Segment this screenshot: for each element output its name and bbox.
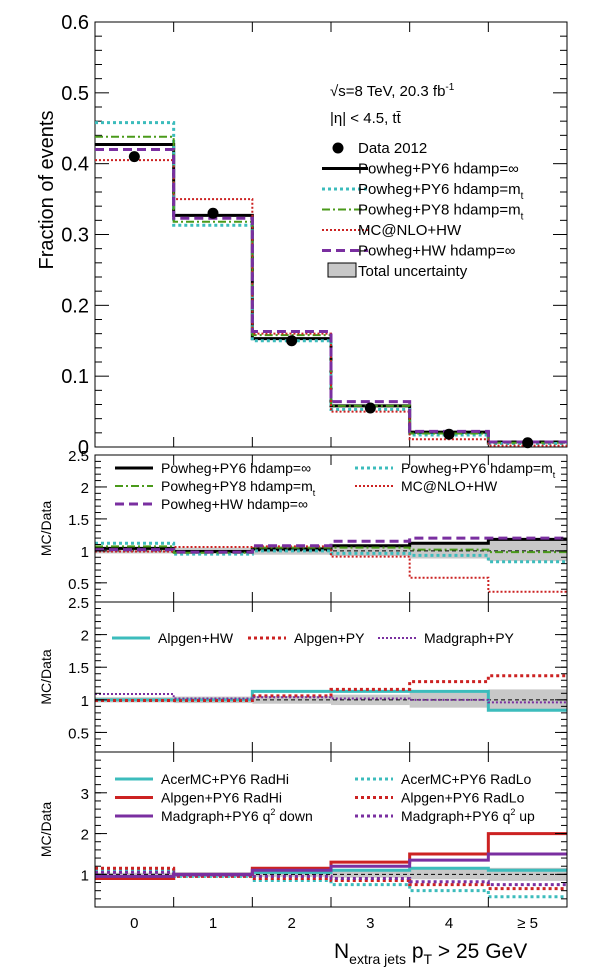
- ratio2-uncertainty-band-5: [488, 689, 567, 711]
- data-point-0: [128, 151, 140, 163]
- ratio2-legend-0-2-label: Madgraph+PY: [424, 630, 515, 646]
- legend-uncertainty-swatch: [327, 262, 357, 278]
- xtick-label-5: ≥ 5: [517, 915, 538, 932]
- ratio3-ytick-label: 2: [81, 827, 89, 844]
- ratio1-series-2-line: [95, 545, 567, 554]
- main-ytick-label: 0.4: [61, 154, 89, 176]
- data-point-4: [443, 428, 455, 440]
- main-ytick-label: 0: [78, 437, 89, 459]
- ratio1-ytick-label: 0.5: [68, 576, 89, 593]
- ratio1-series-3-line: [95, 545, 567, 593]
- main-ytick-label: 0.1: [61, 366, 89, 388]
- ratio3-legend-2-1-label: Madgraph+PY6 q2 up: [401, 807, 535, 824]
- ratio1-uncertainty-band-5: [488, 540, 567, 562]
- ratio1-ylabel: MC/Data: [38, 501, 54, 556]
- ratio2-ylabel: MC/Data: [38, 649, 54, 704]
- legend-series-3-label: MC@NLO+HW: [358, 222, 462, 239]
- ratio3-ytick-label: 3: [81, 786, 89, 803]
- ratio2-ytick-label: 2.5: [68, 595, 89, 612]
- ratio2-series-1-line: [95, 674, 567, 702]
- main-series-4-line: [95, 148, 567, 444]
- ratio1-ytick-label: 1: [81, 544, 89, 561]
- xtick-label-4: 4: [445, 915, 453, 932]
- ratio1-series-4-line: [95, 536, 567, 554]
- main-ytick-label: 0.3: [61, 225, 89, 247]
- ratio2-legend-0-0-label: Alpgen+HW: [158, 630, 234, 646]
- main-ylabel: Fraction of events: [36, 111, 58, 270]
- ratio1-legend-1-0-label: Powheg+PY8 hdamp=mt: [161, 478, 316, 498]
- main-ytick-label: 0.5: [61, 83, 89, 105]
- ratio1-legend-0-0-label: Powheg+PY6 hdamp=∞: [161, 460, 311, 476]
- ratio3-legend-0-0-label: AcerMC+PY6 RadHi: [161, 771, 289, 787]
- xtick-label-3: 3: [366, 915, 374, 932]
- legend-uncertainty-label: Total uncertainty: [358, 263, 468, 280]
- ratio1-legend-0-1-label: Powheg+PY6 hdamp=mt: [401, 460, 556, 480]
- data-point-3: [364, 402, 376, 414]
- ratio3-series-5-line: [95, 870, 567, 887]
- ratio3-legend-0-1-label: AcerMC+PY6 RadLo: [401, 771, 532, 787]
- data-point-1: [207, 207, 219, 219]
- legend-series-0-label: Powheg+PY6 hdamp=∞: [358, 161, 519, 178]
- ratio1-series-1-line: [95, 541, 567, 564]
- ratio2-legend-0-1-label: Alpgen+PY: [294, 630, 365, 646]
- ratio3-legend-1-0-label: Alpgen+PY6 RadHi: [161, 790, 282, 806]
- selection-label: |η| < 4.5, tt̄: [330, 110, 402, 127]
- ratio3-ylabel: MC/Data: [38, 802, 54, 857]
- ratio2-ytick-label: 0.5: [68, 725, 89, 742]
- ratio3-legend-2-0-label: Madgraph+PY6 q2 down: [161, 807, 313, 824]
- ratio2-ytick-label: 2: [81, 628, 89, 645]
- ratio2-ytick-label: 1: [81, 693, 89, 710]
- main-series-3-line: [95, 159, 567, 447]
- energy-lumi-label: √s=8 TeV, 20.3 fb-1: [330, 82, 455, 100]
- legend-data-label: Data 2012: [358, 140, 427, 157]
- ratio1-legend-1-1-label: MC@NLO+HW: [401, 478, 498, 494]
- legend-series-2-label: Powheg+PY8 hdamp=mt: [358, 202, 524, 223]
- xtick-label-0: 0: [130, 915, 138, 932]
- ratio2-frame: [94, 601, 568, 753]
- ratio2-ytick-label: 1.5: [68, 660, 89, 677]
- x-axis-title: Nextra jets pT > 25 GeV: [334, 940, 527, 967]
- main-ytick-label: 0.2: [61, 295, 89, 317]
- ratio1-legend-2-0-label: Powheg+HW hdamp=∞: [161, 496, 308, 512]
- ratio1-uncertainty-band-0: [95, 548, 174, 554]
- xtick-label-1: 1: [209, 915, 217, 932]
- ratio1-ytick-label: 1.5: [68, 512, 89, 529]
- ratio3-ytick-label: 1: [81, 867, 89, 884]
- xtick-label-2: 2: [287, 915, 295, 932]
- legend-series-4-label: Powheg+HW hdamp=∞: [358, 243, 516, 260]
- ratio1-ytick-label: 2.5: [68, 448, 89, 465]
- main-ytick-label: 0.6: [61, 12, 89, 34]
- ratio3-series-4-line: [95, 852, 567, 878]
- ratio1-ytick-label: 2: [81, 480, 89, 497]
- ratio3-legend-1-1-label: Alpgen+PY6 RadLo: [401, 790, 525, 806]
- data-point-2: [286, 335, 298, 347]
- ratio2-series-2-line: [95, 692, 567, 704]
- legend-data-marker: [332, 142, 344, 154]
- ratio3-uncertainty-band-0: [95, 872, 174, 876]
- legend-series-1-label: Powheg+PY6 hdamp=mt: [358, 181, 524, 202]
- data-point-5: [522, 437, 534, 449]
